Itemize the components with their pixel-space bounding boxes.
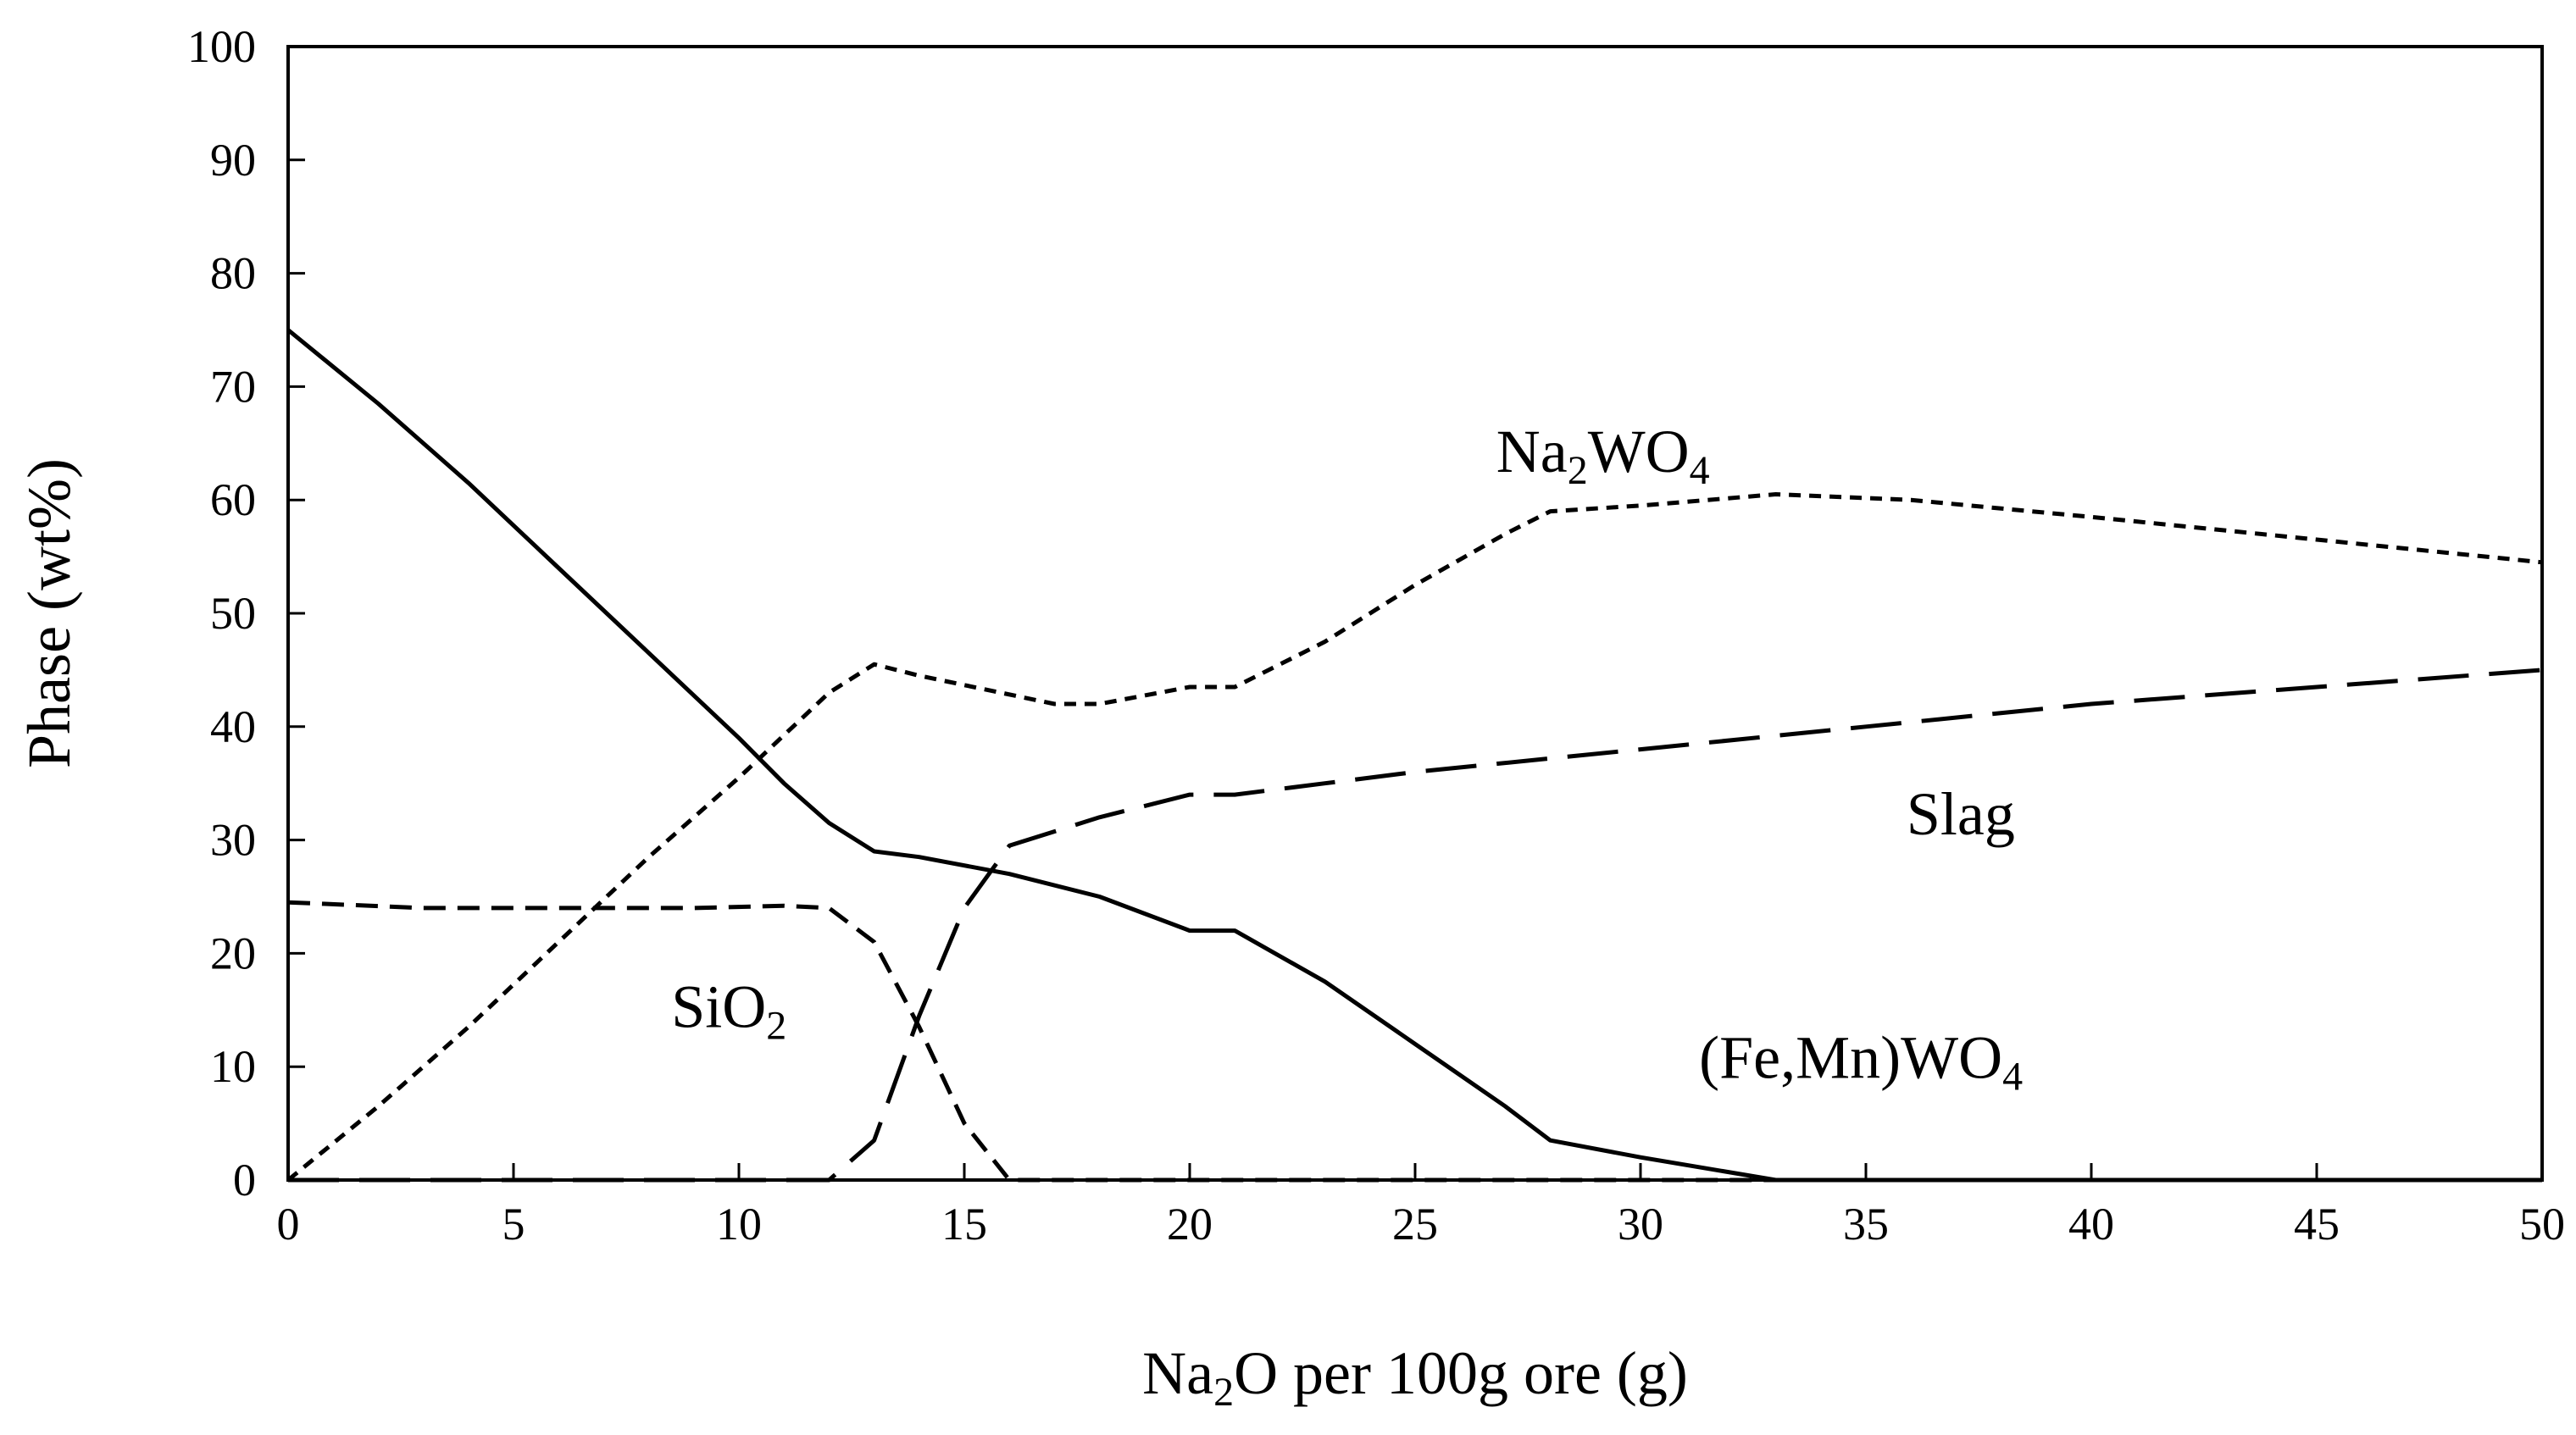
x-axis-title-post: O per 100g ore (g) xyxy=(1234,1339,1688,1407)
x-tick-label: 40 xyxy=(2068,1199,2114,1249)
series-line-fe-mn-wo4 xyxy=(286,328,2542,1183)
series-label-fe-mn-wo4: (Fe,Mn)WO4 xyxy=(1699,1024,2023,1100)
y-tick-label: 100 xyxy=(187,21,256,72)
x-tick-label: 20 xyxy=(1167,1199,1213,1249)
y-axis: 0 10 20 30 40 50 60 70 80 90 100 xyxy=(187,21,305,1205)
y-tick-label: 80 xyxy=(210,248,256,299)
x-axis-title-sub: 2 xyxy=(1213,1370,1234,1415)
series-label-sio2: SiO2 xyxy=(671,972,786,1048)
y-tick-label: 60 xyxy=(210,474,256,525)
y-tick-label: 20 xyxy=(210,928,256,978)
y-tick-label: 90 xyxy=(210,135,256,186)
y-tick-label: 30 xyxy=(210,815,256,866)
series-lines xyxy=(286,328,2543,1183)
y-tick-label: 0 xyxy=(233,1155,256,1205)
series-line-sio2 xyxy=(287,900,2542,1183)
plot-frame xyxy=(286,45,2544,1182)
x-axis-title-pre: Na xyxy=(1142,1339,1213,1407)
x-tick-label: 10 xyxy=(716,1199,762,1249)
series-line-na2wo4 xyxy=(286,492,2543,1182)
x-tick-label: 25 xyxy=(1392,1199,1438,1249)
series-label-slag: Slag xyxy=(1907,780,2015,848)
x-axis-title: Na2O per 100g ore (g) xyxy=(1142,1339,1688,1415)
x-tick-label: 45 xyxy=(2294,1199,2340,1249)
x-tick-label: 30 xyxy=(1618,1199,1663,1249)
y-tick-label: 10 xyxy=(210,1041,256,1092)
series-label-na2wo4: Na2WO4 xyxy=(1496,418,1710,493)
y-axis-title: Phase (wt%) xyxy=(15,458,83,768)
x-tick-label: 15 xyxy=(941,1199,987,1249)
x-tick-label: 50 xyxy=(2519,1199,2565,1249)
series-labels: (Fe,Mn)WO4 Na2WO4 Slag SiO2 xyxy=(671,418,2023,1100)
y-tick-label: 70 xyxy=(210,361,256,412)
x-tick-label: 35 xyxy=(1843,1199,1889,1249)
x-axis: 0 5 10 15 20 25 30 35 40 45 50 xyxy=(277,1163,2565,1249)
y-tick-label: 50 xyxy=(210,588,256,639)
x-tick-label: 0 xyxy=(277,1199,300,1249)
y-tick-label: 40 xyxy=(210,701,256,752)
x-tick-label: 5 xyxy=(502,1199,525,1249)
series-line-slag xyxy=(288,668,2543,1183)
